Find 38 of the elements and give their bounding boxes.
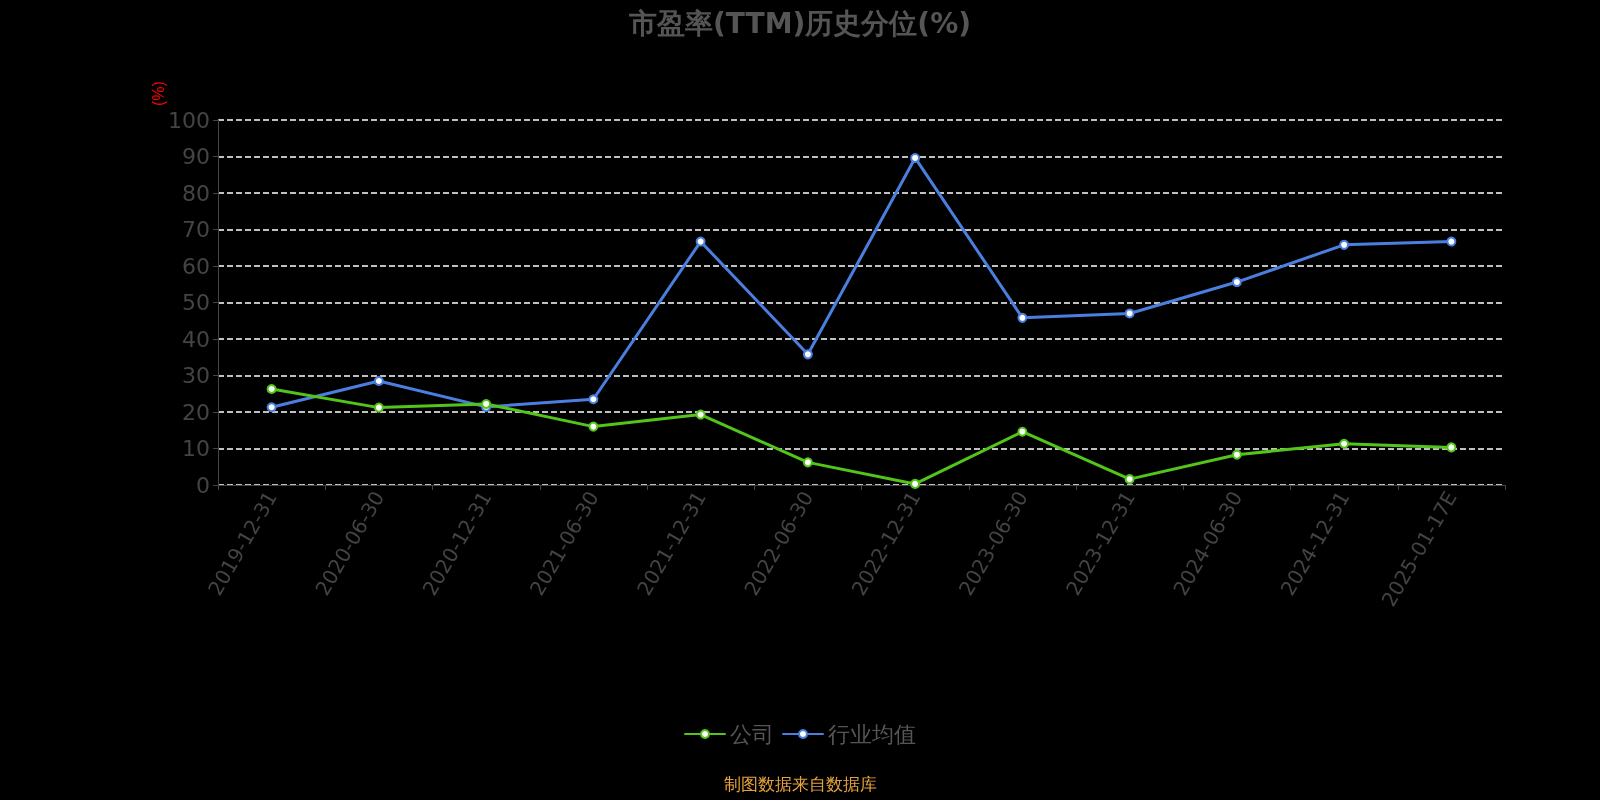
point [588, 394, 599, 405]
point [1446, 442, 1457, 453]
point [1124, 308, 1135, 319]
point [266, 402, 277, 413]
point [910, 152, 921, 163]
point [373, 402, 384, 413]
point [1231, 449, 1242, 460]
point [802, 457, 813, 468]
point [1339, 438, 1350, 449]
y-axis-title: (%) [149, 81, 167, 107]
y-tick-label: 20 [182, 399, 210, 425]
point [910, 478, 921, 489]
y-tick-label: 0 [196, 472, 210, 498]
chart-title: 市盈率(TTM)历史分位(%) [628, 6, 971, 40]
point [802, 349, 813, 360]
point [588, 421, 599, 432]
y-tick-label: 50 [182, 290, 210, 315]
point [1446, 236, 1457, 247]
point [373, 375, 384, 386]
text: 制图数据来自数据库 [723, 773, 877, 794]
legend-label: 行业均值 [828, 721, 916, 747]
point [695, 236, 706, 247]
point [1339, 239, 1350, 250]
y-tick-label: 10 [182, 436, 210, 461]
point [1231, 277, 1242, 288]
y-tick-label: 30 [182, 363, 210, 388]
y-tick-label: 90 [182, 144, 210, 169]
y-tick-label: 100 [168, 107, 210, 133]
point [1017, 426, 1028, 437]
y-tick-label: 70 [182, 217, 210, 242]
y-tick-label: 80 [182, 180, 210, 206]
point [1017, 312, 1028, 323]
y-tick-label: 60 [182, 253, 210, 279]
y-tick-label: 40 [182, 326, 210, 352]
point [695, 409, 706, 420]
point [266, 384, 277, 394]
point [1124, 474, 1135, 485]
legend-label: 公司 [730, 721, 774, 747]
